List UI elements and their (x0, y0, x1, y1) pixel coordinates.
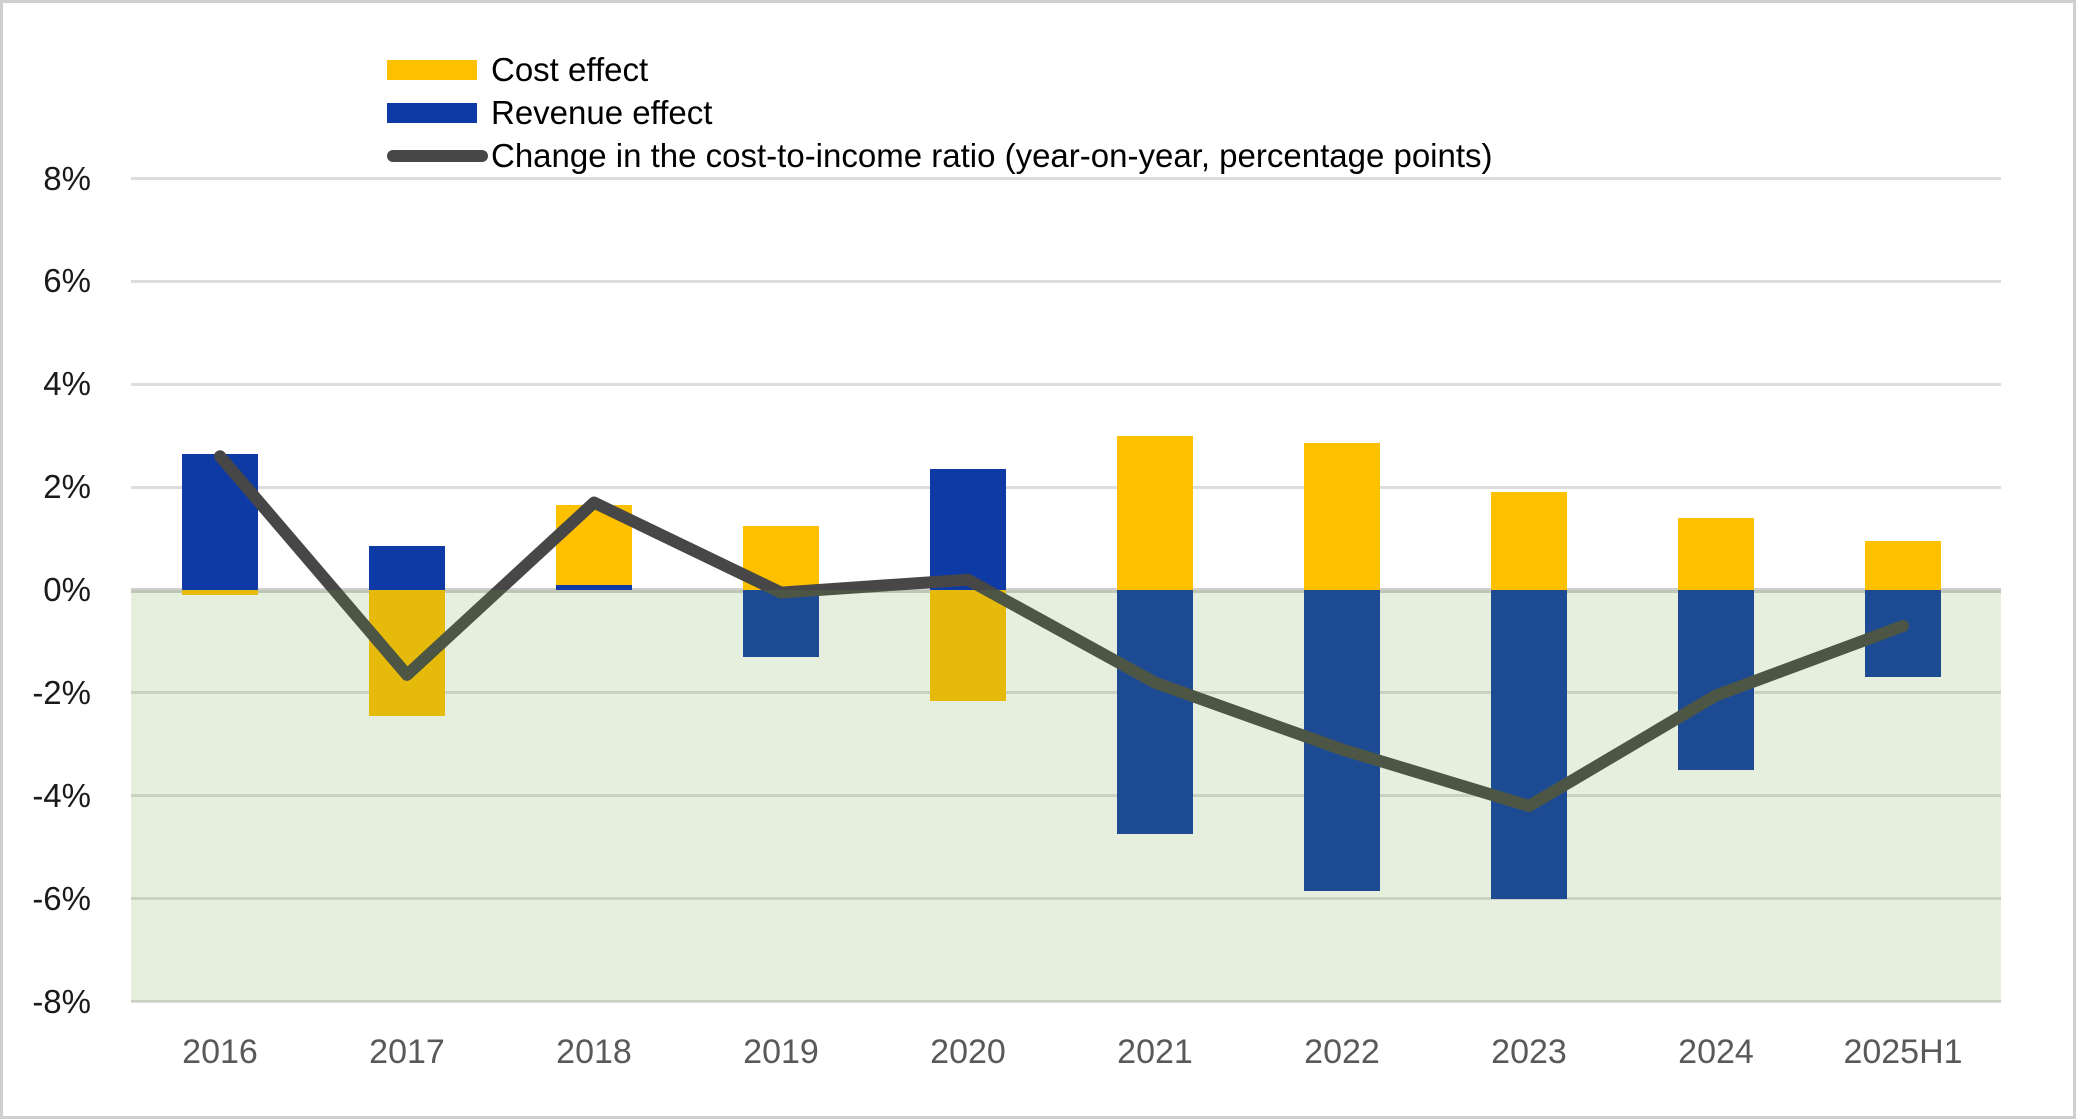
legend-label-revenue-effect: Revenue effect (491, 94, 713, 131)
zero-axis-line (131, 587, 2001, 593)
x-tick-label-2018: 2018 (556, 1033, 632, 1071)
x-tick-label-2025H1: 2025H1 (1843, 1033, 1963, 1071)
bar-2018-revenue-effect (556, 584, 632, 590)
y-tick-label-8pct: 8% (43, 159, 91, 197)
bar-2023-revenue-effect (1491, 590, 1567, 899)
legend-item-cost-effect: Cost effect (387, 51, 1493, 88)
x-tick-label-2016: 2016 (182, 1033, 258, 1071)
cost-effect-swatch-icon (387, 60, 477, 80)
gridline--6pct (131, 897, 2001, 901)
x-tick-label-2020: 2020 (930, 1033, 1006, 1071)
legend-label-cost-effect: Cost effect (491, 51, 649, 88)
y-tick-label-6pct: 6% (43, 262, 91, 300)
cost-to-income-ratio-line-layer (214, 450, 1909, 813)
gridline-8pct (131, 177, 2001, 180)
y-tick-label--4pct: -4% (32, 776, 91, 814)
y-tick-label--2pct: -2% (32, 673, 91, 711)
bar-2020-cost-effect (930, 590, 1006, 701)
gridline-4pct (131, 382, 2001, 386)
legend-item-ratio-line: Change in the cost-to-income ratio (year… (387, 137, 1493, 174)
bar-2021-cost-effect (1117, 435, 1193, 590)
legend-item-revenue-effect: Revenue effect (387, 94, 1493, 131)
x-tick-label-2024: 2024 (1678, 1033, 1754, 1071)
x-tick-label-2021: 2021 (1117, 1033, 1193, 1071)
y-tick-label--6pct: -6% (32, 879, 91, 917)
x-tick-label-2019: 2019 (743, 1033, 819, 1071)
bar-2021-revenue-effect (1117, 590, 1193, 835)
revenue-effect-swatch-icon (387, 103, 477, 123)
x-tick-label-2022: 2022 (1304, 1033, 1380, 1071)
bar-2023-cost-effect (1491, 492, 1567, 590)
bar-2020-revenue-effect (930, 469, 1006, 590)
y-tick-label--8pct: -8% (32, 982, 91, 1020)
bar-2016-cost-effect (182, 590, 258, 596)
cost-to-income-ratio-line (214, 450, 1909, 813)
gridline-2pct (131, 485, 2001, 489)
y-tick-label-0pct: 0% (43, 571, 91, 608)
ratio-line-swatch-icon (387, 150, 488, 162)
gridline--2pct (131, 691, 2001, 695)
bar-2022-cost-effect (1304, 443, 1380, 590)
bar-2019-revenue-effect (743, 590, 819, 657)
x-tick-label-2017: 2017 (369, 1033, 445, 1071)
bar-2017-revenue-effect (369, 546, 445, 590)
y-tick-label-2pct: 2% (43, 468, 91, 506)
x-tick-label-2023: 2023 (1491, 1033, 1567, 1071)
bar-2025H1-cost-effect (1865, 541, 1941, 590)
legend-label-ratio-line: Change in the cost-to-income ratio (year… (491, 137, 1493, 174)
gridline--8pct (131, 1000, 2001, 1003)
bar-2016-revenue-effect (182, 453, 258, 590)
gridline-6pct (131, 279, 2001, 283)
legend: Cost effect Revenue effect Change in the… (387, 51, 1493, 182)
bar-2024-cost-effect (1678, 517, 1754, 590)
gridline--4pct (131, 794, 2001, 798)
y-tick-label-4pct: 4% (43, 365, 91, 403)
